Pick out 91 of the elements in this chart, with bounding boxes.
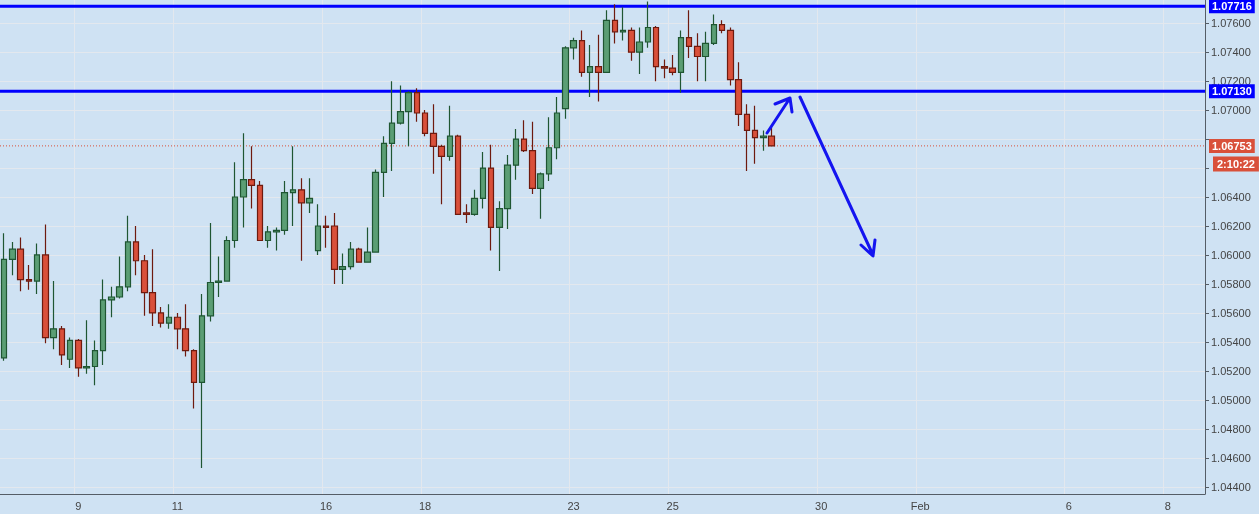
x-tick-label: 25 xyxy=(666,499,679,512)
candlestick xyxy=(536,171,545,220)
y-tick-label: 1.04600 xyxy=(1211,451,1251,464)
candlestick xyxy=(602,9,611,74)
candlestick xyxy=(330,212,339,285)
candlestick xyxy=(74,338,83,378)
y-tick-label: 1.07000 xyxy=(1211,104,1251,117)
candlestick xyxy=(611,3,619,45)
candlestick xyxy=(644,0,652,49)
candlestick xyxy=(82,319,91,375)
candlestick xyxy=(355,247,363,263)
candlestick xyxy=(685,9,693,59)
candlestick xyxy=(239,132,248,229)
candlestick xyxy=(677,29,685,94)
y-tick-label: 1.05000 xyxy=(1211,393,1251,406)
y-tick-label: 1.04400 xyxy=(1211,480,1251,493)
candlestick xyxy=(0,232,8,362)
ref-line-label: 1.07716 xyxy=(1212,0,1252,13)
y-tick-label: 1.05600 xyxy=(1211,306,1251,319)
x-tick-label: 8 xyxy=(1164,499,1171,512)
candlestick xyxy=(190,348,198,410)
candlestick xyxy=(314,203,322,256)
candlestick xyxy=(553,96,561,160)
candlestick xyxy=(545,116,553,182)
candlestick xyxy=(132,225,140,276)
x-tick-label: 9 xyxy=(75,499,82,512)
candlestick xyxy=(594,34,603,103)
x-tick-label: Feb xyxy=(910,499,930,512)
candlestick xyxy=(446,105,454,162)
y-tick-label: 1.05200 xyxy=(1211,364,1251,377)
candlestick xyxy=(305,177,314,214)
candlestick xyxy=(718,19,726,34)
y-tick-label: 1.06000 xyxy=(1211,248,1251,261)
y-tick-label: 1.05400 xyxy=(1211,335,1251,348)
candlestick xyxy=(124,215,132,292)
candlestick xyxy=(58,325,66,366)
x-tick-label: 30 xyxy=(815,499,828,512)
candlestick xyxy=(470,189,479,217)
y-tick-label: 1.06200 xyxy=(1211,219,1251,232)
candlestick xyxy=(380,135,388,198)
candlestick xyxy=(99,279,107,366)
candlestick xyxy=(693,32,702,82)
y-tick-label: 1.04800 xyxy=(1211,422,1251,435)
candlestick xyxy=(49,280,58,350)
candlestick xyxy=(413,87,421,123)
candlestick xyxy=(8,241,17,276)
x-tick-label: 16 xyxy=(319,499,333,512)
candlestick xyxy=(289,145,297,227)
candlestick xyxy=(462,203,471,224)
candlestick xyxy=(157,306,165,328)
y-tick-label: 1.05800 xyxy=(1211,277,1251,290)
candlestick xyxy=(578,29,586,78)
x-tick-label: 6 xyxy=(1065,499,1072,512)
candlestick xyxy=(421,109,429,137)
candlestick xyxy=(759,129,768,152)
candlestick xyxy=(264,225,272,249)
candlestick xyxy=(198,293,206,469)
candlestick xyxy=(586,44,594,98)
candlestick xyxy=(16,236,25,292)
y-tick-label: 1.07600 xyxy=(1211,17,1251,30)
candlestick xyxy=(322,215,330,249)
ref-line-label: 1.07130 xyxy=(1212,85,1252,98)
candlestick xyxy=(652,25,660,82)
candlestick xyxy=(512,128,520,181)
y-tick-label: 1.06400 xyxy=(1211,191,1251,204)
candlestick xyxy=(710,13,718,46)
x-tick-label: 23 xyxy=(567,499,580,512)
x-tick-label: 18 xyxy=(418,499,432,512)
candlestick xyxy=(91,339,99,386)
x-tick-label: 11 xyxy=(171,499,184,512)
candlestick xyxy=(388,80,396,172)
candlestick xyxy=(66,336,74,369)
candlestick xyxy=(635,26,644,75)
candlestick xyxy=(701,31,710,82)
ref-line-label: 1.06753 xyxy=(1212,139,1252,152)
candlestick xyxy=(627,26,636,62)
candlestick xyxy=(223,235,231,282)
candlestick xyxy=(297,177,306,262)
y-tick-label: 1.07400 xyxy=(1211,46,1251,59)
candlestick xyxy=(479,151,487,210)
candlestick xyxy=(33,242,41,295)
candlestick xyxy=(767,126,776,147)
candlestick xyxy=(256,180,264,242)
text: 2:10:22 xyxy=(1217,157,1255,170)
candlestick xyxy=(619,6,627,42)
candlestick xyxy=(338,252,347,285)
candlestick xyxy=(25,264,33,291)
candlestick xyxy=(41,223,50,344)
candlestick xyxy=(347,241,355,271)
candlestick xyxy=(231,161,239,249)
candlestick xyxy=(165,303,173,330)
